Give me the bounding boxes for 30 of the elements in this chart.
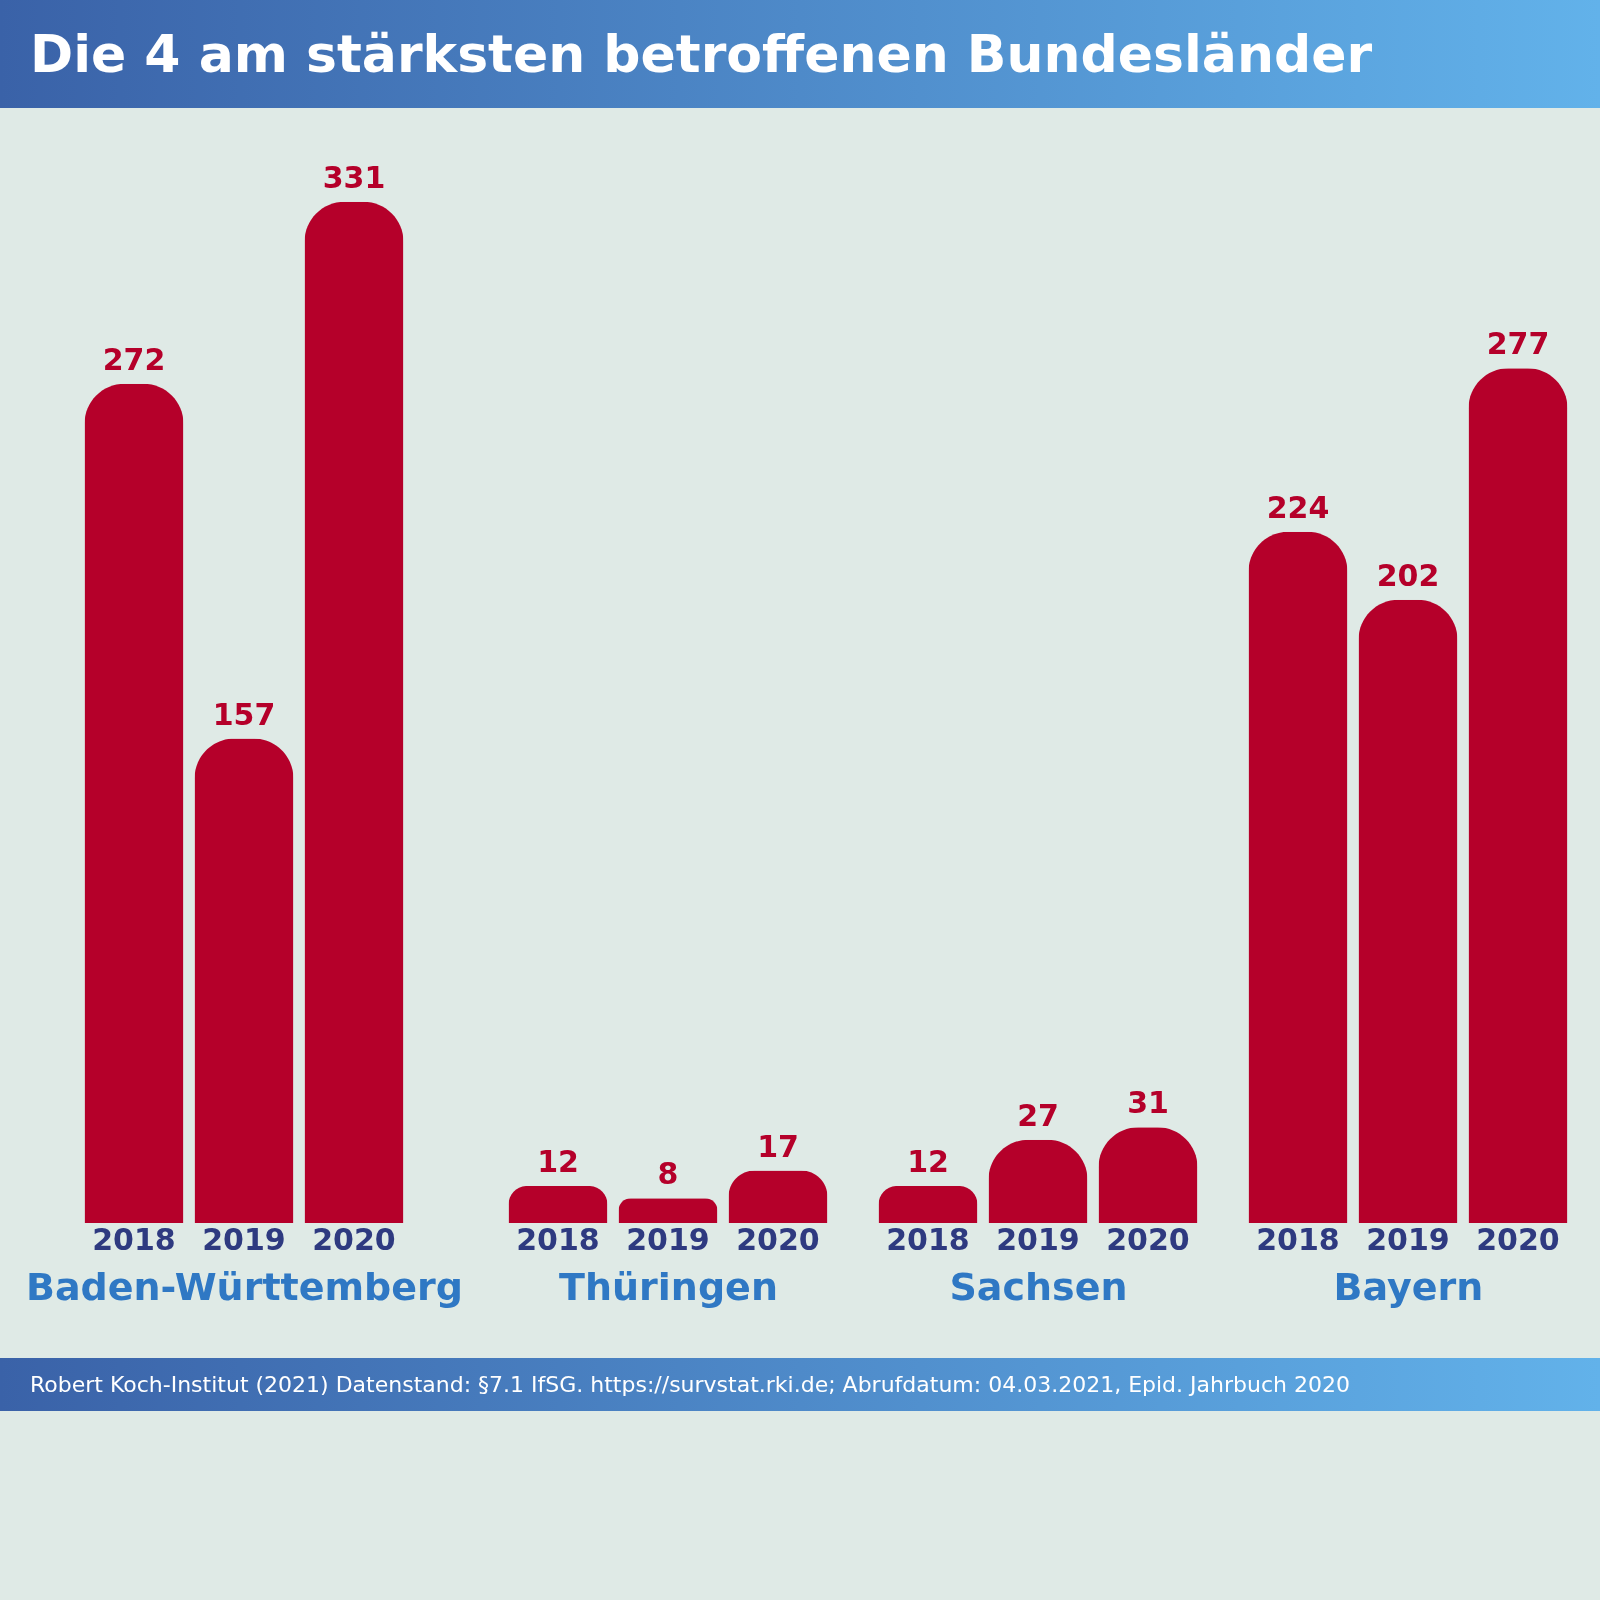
x-tick-label: 2019 bbox=[1366, 1221, 1450, 1257]
text: Robert Koch-Institut (2021) Datenstand: §7.1 IfSG. https://survstat.rki.de; Abrufdatum: 04.03.2021, Epid. Jahrbuch 2020 bbox=[0, 1358, 1600, 1411]
x-tick-label: 2019 bbox=[626, 1221, 710, 1257]
x-tick-label: 2018 bbox=[886, 1221, 970, 1257]
x-tick-label: 2019 bbox=[996, 1221, 1080, 1257]
data-label: 224 bbox=[1266, 489, 1330, 525]
data-label: 277 bbox=[1486, 326, 1550, 362]
x-tick-label: 2018 bbox=[92, 1221, 176, 1257]
x-axis-title: Thüringen bbox=[559, 1264, 778, 1309]
x-tick-label: 2020 bbox=[1476, 1221, 1560, 1257]
x-tick-label: 2020 bbox=[312, 1221, 396, 1257]
data-label: 12 bbox=[537, 1143, 579, 1179]
data-label: 157 bbox=[212, 696, 276, 732]
data-label: 331 bbox=[322, 159, 386, 195]
data-label: 27 bbox=[1017, 1097, 1059, 1133]
data-label: 8 bbox=[657, 1156, 679, 1192]
data-label: 202 bbox=[1376, 557, 1440, 593]
x-tick-label: 2019 bbox=[202, 1221, 286, 1257]
data-label: 12 bbox=[907, 1143, 949, 1179]
x-axis-title: Bayern bbox=[1333, 1264, 1484, 1309]
data-label: 17 bbox=[757, 1128, 799, 1164]
x-tick-label: 2018 bbox=[516, 1221, 600, 1257]
x-tick-label: 2018 bbox=[1256, 1221, 1340, 1257]
x-axis-title: Sachsen bbox=[949, 1264, 1128, 1309]
x-tick-label: 2020 bbox=[1106, 1221, 1190, 1257]
x-tick-label: 2020 bbox=[736, 1221, 820, 1257]
text: Die 4 am stärksten betroffenen Bundesländer bbox=[0, 0, 1600, 108]
data-label: 31 bbox=[1127, 1085, 1169, 1121]
data-label: 272 bbox=[102, 341, 166, 377]
x-axis-title: Baden-Württemberg bbox=[25, 1264, 464, 1309]
